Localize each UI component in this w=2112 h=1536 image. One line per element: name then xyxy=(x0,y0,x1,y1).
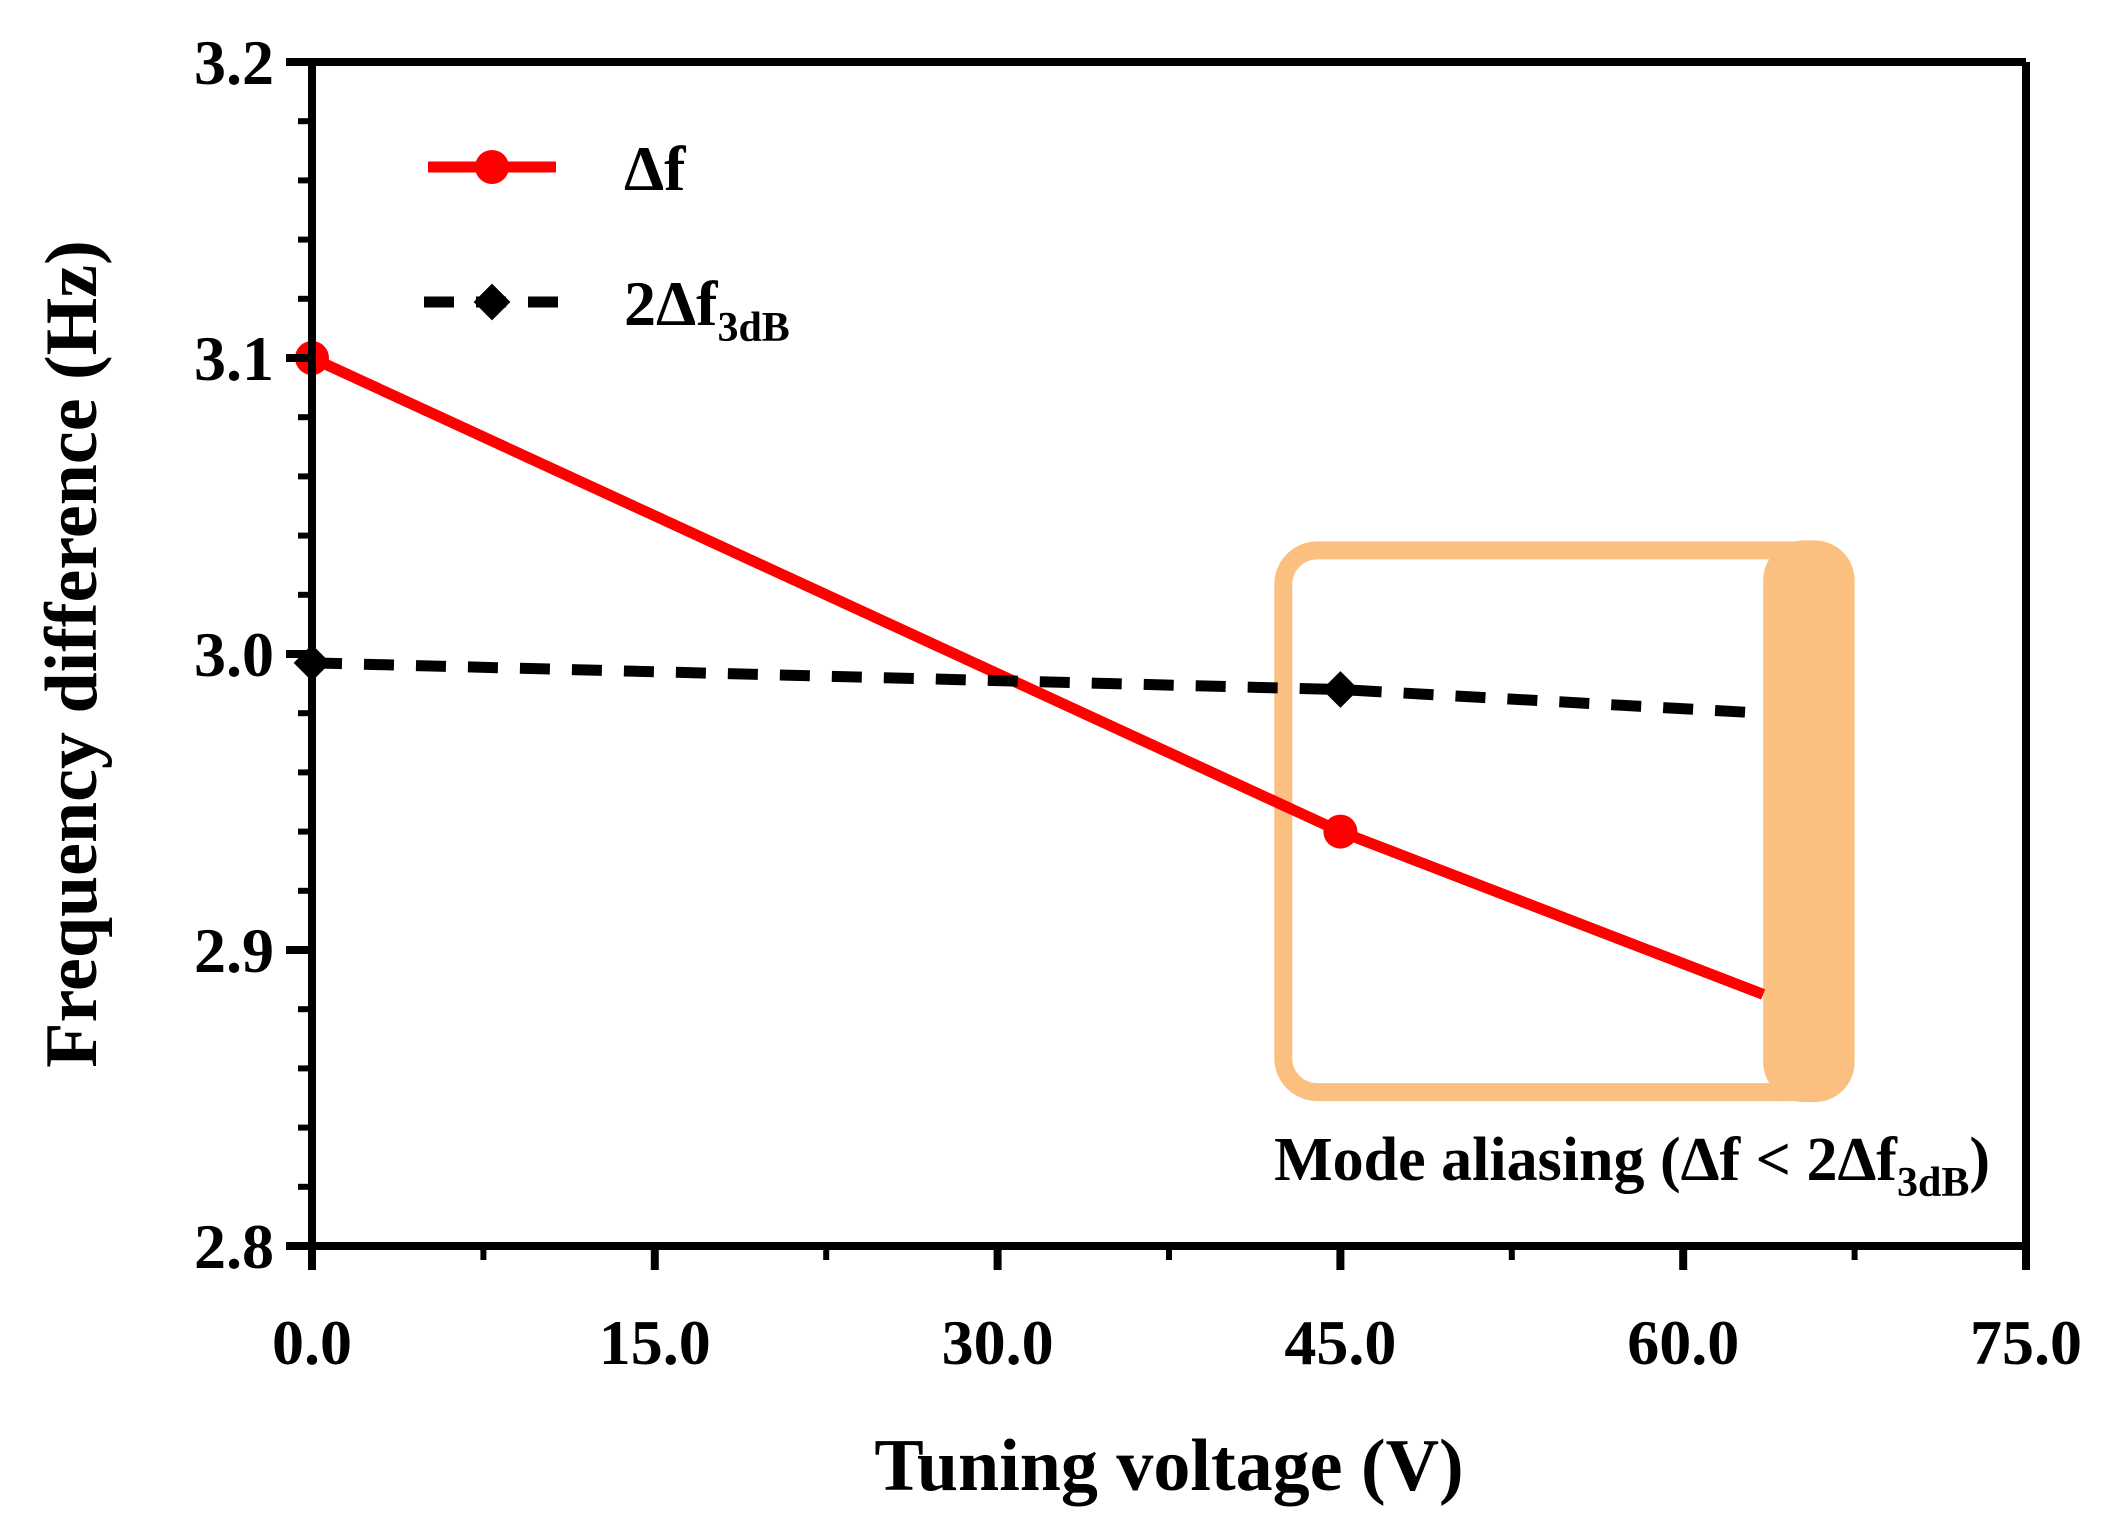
y-tick-label: 3.0 xyxy=(194,619,274,690)
series-layer xyxy=(293,341,1766,1000)
x-tick-label: 45.0 xyxy=(1284,1307,1396,1378)
series-line-0 xyxy=(309,353,1766,1000)
legend-label-2delta-f3db-subscript: 3dB xyxy=(717,305,789,351)
y-tick-label: 3.2 xyxy=(194,27,274,98)
y-tick-label: 2.9 xyxy=(194,915,274,986)
x-ticks: 0.0 15.0 30.0 45.0 60.0 75.0 xyxy=(272,1246,2082,1378)
y-axis-title: Frequency difference (Hz) xyxy=(31,240,113,1067)
x-tick-label: 0.0 xyxy=(272,1307,352,1378)
x-tick-label: 75.0 xyxy=(1970,1307,2082,1378)
legend-label-delta-f-main: Δf xyxy=(624,133,686,204)
legend-marker-delta-f xyxy=(475,150,509,184)
data-point-series-1 xyxy=(1322,671,1359,708)
x-tick-label: 60.0 xyxy=(1627,1307,1739,1378)
y-ticks: 2.8 2.9 3.0 3.1 3.2 xyxy=(194,27,312,1282)
legend-label-2delta-f3db: 2Δf3dB xyxy=(624,268,790,351)
axes: 0.0 15.0 30.0 45.0 60.0 75.0 2.8 2.9 3.0 3.1 3.2 xyxy=(194,27,2082,1378)
mode-aliasing-label-main: Mode aliasing (Δf < 2Δf xyxy=(1274,1126,1898,1194)
mode-aliasing-label-end: ) xyxy=(1969,1126,1990,1194)
mode-aliasing-label-subscript: 3dB xyxy=(1897,1160,1969,1206)
legend: Δf 2Δf3dB xyxy=(424,133,790,351)
y-tick-label: 2.8 xyxy=(194,1211,274,1282)
legend-marker-2delta-f3db xyxy=(473,283,511,321)
legend-label-2delta-f3db-main: 2Δf xyxy=(624,268,718,339)
annotation-layer xyxy=(1274,540,1855,1103)
mode-aliasing-region xyxy=(1274,541,1836,1102)
y-tick-label: 3.1 xyxy=(194,323,274,394)
x-tick-label: 15.0 xyxy=(599,1307,711,1378)
mode-aliasing-label: Mode aliasing (Δf < 2Δf3dB) xyxy=(1274,1126,1990,1206)
mode-aliasing-shaded-band xyxy=(1763,540,1855,1103)
x-tick-label: 30.0 xyxy=(942,1307,1054,1378)
data-point-series-0 xyxy=(1323,814,1358,849)
series-line-1 xyxy=(311,657,1764,719)
x-axis-title: Tuning voltage (V) xyxy=(874,1425,1463,1507)
legend-label-delta-f: Δf xyxy=(624,133,686,204)
